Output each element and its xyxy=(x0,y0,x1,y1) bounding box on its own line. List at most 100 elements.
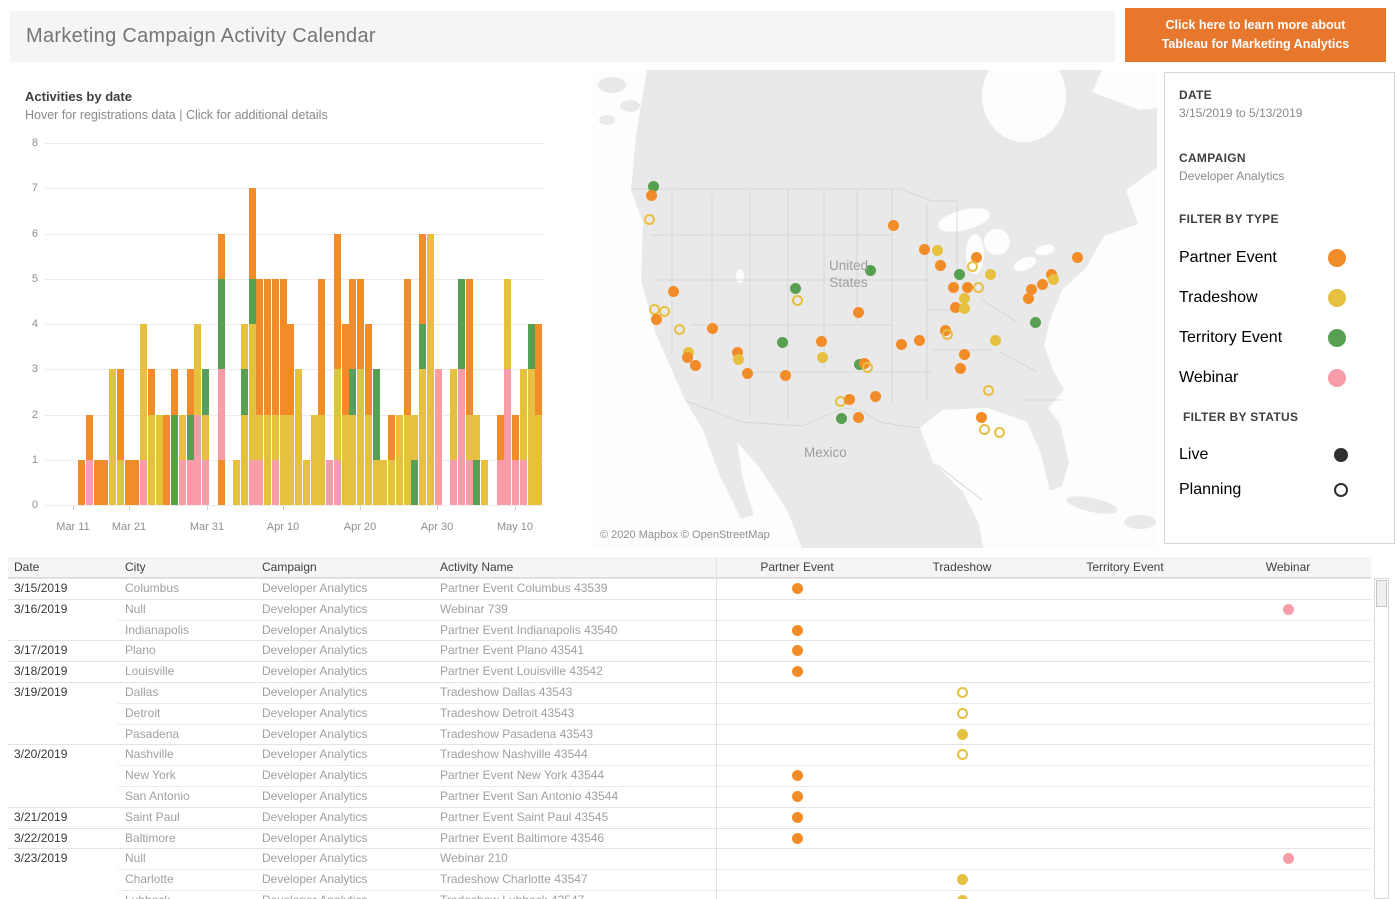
tradeshow-swatch-icon[interactable] xyxy=(1328,289,1346,307)
bar-segment-tradeshow[interactable] xyxy=(287,414,295,505)
status-open-icon[interactable] xyxy=(1334,483,1348,497)
map-dot-partner[interactable] xyxy=(949,301,961,313)
bar-segment-tradeshow[interactable] xyxy=(349,414,357,505)
table-row[interactable]: Pasadena Developer Analytics Tradeshow Pas… xyxy=(8,723,1371,745)
table-row[interactable]: 3/23/2019 Null Developer Analytics Webinar … xyxy=(8,848,1371,870)
map-dot-partner[interactable] xyxy=(707,322,719,334)
map-dot-partner[interactable] xyxy=(816,336,828,347)
bar-segment-partner[interactable] xyxy=(78,459,85,505)
map-dot-tradeshow[interactable] xyxy=(817,352,829,364)
bar-segment-tradeshow[interactable] xyxy=(194,324,202,415)
table-row[interactable]: 3/16/2019 Null Developer Analytics Webinar … xyxy=(8,598,1371,620)
map-dot-tradeshow[interactable] xyxy=(985,269,997,281)
bar-segment-webinar[interactable] xyxy=(450,459,457,505)
bar-segment-webinar[interactable] xyxy=(271,459,279,505)
bar-segment-partner[interactable] xyxy=(287,324,295,415)
map-dot-territory[interactable] xyxy=(836,413,848,425)
type-filter-territory[interactable]: Territory Event xyxy=(1165,327,1396,349)
bar-segment-webinar[interactable] xyxy=(217,369,225,460)
learn-more-button[interactable]: Click here to learn more about Tableau f… xyxy=(1125,8,1386,62)
bar-segment-webinar[interactable] xyxy=(140,459,147,505)
date-filter-value[interactable]: 3/15/2019 to 5/13/2019 xyxy=(1179,106,1303,120)
column-header-activity-name[interactable]: Activity Name xyxy=(440,560,514,574)
map-dot-territory[interactable] xyxy=(865,264,877,276)
bar-segment-partner[interactable] xyxy=(248,188,256,279)
bar-segment-territory[interactable] xyxy=(240,369,248,415)
bar-segment-partner[interactable] xyxy=(217,233,225,279)
bar-segment-tradeshow[interactable] xyxy=(403,414,411,505)
map-dot-partner[interactable] xyxy=(961,282,973,294)
bar-segment-webinar[interactable] xyxy=(326,459,333,505)
bar-segment-tradeshow[interactable] xyxy=(295,369,302,505)
map-dot-tradeshow[interactable] xyxy=(941,328,953,340)
bar-segment-tradeshow[interactable] xyxy=(202,414,209,460)
bar-segment-partner[interactable] xyxy=(403,278,411,415)
map-dot-partner[interactable] xyxy=(970,252,982,264)
map-dot-partner[interactable] xyxy=(896,338,908,350)
table-dot-tradeshow[interactable] xyxy=(956,874,968,886)
bar-segment-webinar[interactable] xyxy=(465,459,473,505)
table-row[interactable]: New York Developer Analytics Partner Event… xyxy=(8,765,1371,786)
type-filter-partner[interactable]: Partner Event xyxy=(1165,247,1396,269)
map-dot-territory[interactable] xyxy=(789,283,801,295)
bar-segment-partner[interactable] xyxy=(256,278,264,415)
map-dot-partner[interactable] xyxy=(887,219,899,231)
bar-segment-tradeshow[interactable] xyxy=(264,414,271,505)
map-canvas[interactable] xyxy=(592,70,1157,548)
map-dot-territory[interactable] xyxy=(1030,316,1042,328)
table-dot-partner[interactable] xyxy=(791,811,803,823)
bar-segment-partner[interactable] xyxy=(388,414,395,460)
map-dot-tradeshow[interactable] xyxy=(958,292,970,304)
activity-map[interactable]: United States Mexico © 2020 Mapbox © Open… xyxy=(592,70,1157,548)
type-filter-webinar[interactable]: Webinar xyxy=(1165,367,1396,389)
map-dot-partner[interactable] xyxy=(853,307,865,319)
map-dot-tradeshow[interactable] xyxy=(994,427,1006,439)
bar-segment-tradeshow[interactable] xyxy=(302,459,310,505)
map-dot-partner[interactable] xyxy=(779,370,791,382)
bar-segment-tradeshow[interactable] xyxy=(504,278,512,370)
map-dot-tradeshow[interactable] xyxy=(861,361,873,373)
map-dot-partner[interactable] xyxy=(1036,279,1048,291)
bar-segment-tradeshow[interactable] xyxy=(380,459,388,505)
table-dot-tradeshow[interactable] xyxy=(956,707,968,719)
table-dot-tradeshow[interactable] xyxy=(956,687,968,698)
map-dot-partner[interactable] xyxy=(959,348,971,360)
bar-segment-partner[interactable] xyxy=(318,278,326,415)
bar-segment-tradeshow[interactable] xyxy=(411,414,419,460)
table-dot-partner[interactable] xyxy=(791,791,803,802)
table-dot-tradeshow[interactable] xyxy=(956,728,968,740)
bar-segment-tradeshow[interactable] xyxy=(271,414,279,460)
bar-segment-tradeshow[interactable] xyxy=(333,369,341,460)
bar-segment-partner[interactable] xyxy=(271,278,279,415)
map-dot-partner[interactable] xyxy=(742,367,754,379)
map-dot-tradeshow[interactable] xyxy=(791,294,803,306)
map-dot-partner[interactable] xyxy=(646,189,658,201)
bar-segment-webinar[interactable] xyxy=(333,459,341,505)
map-dot-partner[interactable] xyxy=(844,394,856,406)
column-header-campaign[interactable]: Campaign xyxy=(262,560,317,574)
bar-segment-territory[interactable] xyxy=(171,414,178,505)
bar-segment-territory[interactable] xyxy=(457,278,465,370)
map-dot-partner[interactable] xyxy=(667,286,679,298)
bar-segment-webinar[interactable] xyxy=(496,459,504,505)
status-filter-live[interactable]: Live xyxy=(1165,444,1396,466)
table-row[interactable]: 3/21/2019 Saint Paul Developer Analytics Pa… xyxy=(8,806,1371,828)
status-filter-planning[interactable]: Planning xyxy=(1165,479,1396,501)
bar-segment-webinar[interactable] xyxy=(512,459,519,505)
table-row[interactable]: San Antonio Developer Analytics Partner Ev… xyxy=(8,786,1371,807)
map-dot-partner[interactable] xyxy=(870,390,882,402)
bar-segment-tradeshow[interactable] xyxy=(372,459,380,505)
bar-segment-tradeshow[interactable] xyxy=(357,369,364,505)
bar-segment-partner[interactable] xyxy=(124,459,132,505)
bar-segment-tradeshow[interactable] xyxy=(233,459,240,505)
table-row[interactable]: Lubbock Developer Analytics Tradeshow Lubb… xyxy=(8,890,1371,899)
column-header-date[interactable]: Date xyxy=(14,560,40,574)
bar-segment-tradeshow[interactable] xyxy=(450,369,457,460)
bar-segment-partner[interactable] xyxy=(535,324,543,415)
bar-segment-territory[interactable] xyxy=(411,459,419,505)
table-row[interactable]: 3/22/2019 Baltimore Developer Analytics Par… xyxy=(8,827,1371,849)
bar-segment-webinar[interactable] xyxy=(186,459,194,505)
campaign-filter-value[interactable]: Developer Analytics xyxy=(1179,169,1285,183)
table-row[interactable]: Detroit Developer Analytics Tradeshow Detr… xyxy=(8,702,1371,724)
bar-segment-partner[interactable] xyxy=(85,414,93,460)
